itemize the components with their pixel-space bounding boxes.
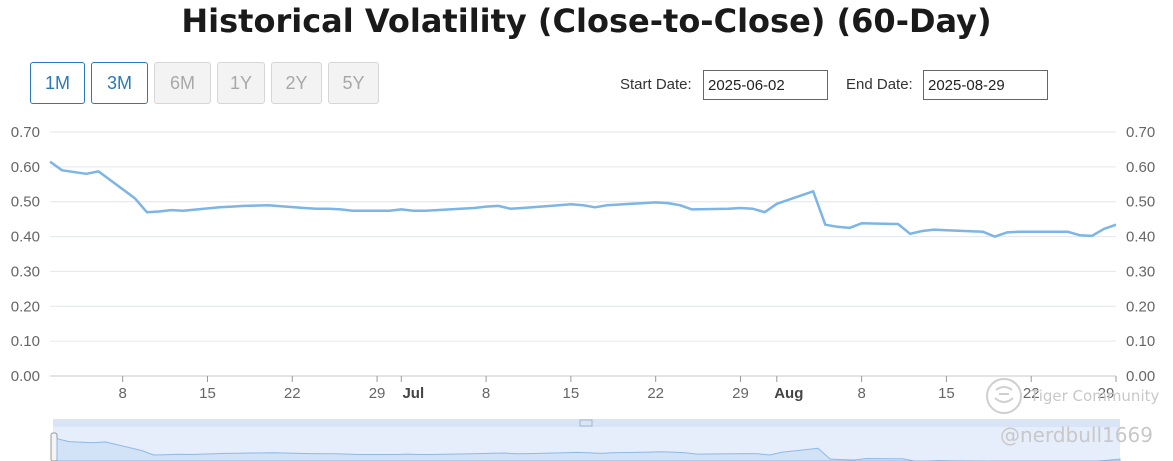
y-axis-right: 0.00 0.10 0.20 0.30 0.40 0.50 0.60 0.70 (1126, 124, 1155, 385)
x-tick-label: 15 (563, 385, 580, 402)
y-tick-label-right: 0.00 (1126, 368, 1155, 385)
watermark-handle: @nerdbull1669 (1000, 423, 1153, 447)
tiger-logo-icon (984, 376, 1024, 416)
y-axis-left: 0.00 0.10 0.20 0.30 0.40 0.50 0.60 0.70 (11, 124, 40, 385)
y-tick-label-right: 0.70 (1126, 124, 1155, 141)
x-tick-label: 29 (732, 385, 749, 402)
series-line (49, 160, 1117, 238)
y-tick-label-left: 0.10 (11, 333, 40, 350)
y-tick-label-right: 0.50 (1126, 194, 1155, 211)
x-tick-label: 8 (857, 385, 865, 402)
range-button-2y[interactable]: 2Y (271, 62, 322, 104)
y-tick-label-right: 0.20 (1126, 298, 1155, 315)
y-tick-label-left: 0.50 (11, 194, 40, 211)
x-tick-label: 22 (284, 385, 301, 402)
start-date-input[interactable] (703, 70, 828, 100)
end-date-input[interactable] (923, 70, 1048, 100)
x-axis: 8 15 22 29 Jul 8 15 22 29 Aug 8 15 22 29 (119, 376, 1117, 402)
y-tick-label-left: 0.40 (11, 229, 40, 246)
x-tick-label: 22 (1023, 385, 1040, 402)
x-tick-label: 22 (647, 385, 664, 402)
y-tick-label-left: 0.30 (11, 263, 40, 280)
x-tick-label: 29 (1098, 385, 1115, 402)
series-layer (49, 160, 1117, 238)
y-tick-label-left: 0.70 (11, 124, 40, 141)
y-tick-label-right: 0.40 (1126, 229, 1155, 246)
watermark-brand: Tiger Community (1030, 387, 1160, 405)
chart-title: Historical Volatility (Close-to-Close) (… (181, 2, 992, 40)
x-tick-label: 15 (199, 385, 216, 402)
y-tick-label-left: 0.20 (11, 298, 40, 315)
x-tick-label: 29 (369, 385, 386, 402)
y-tick-label-right: 0.60 (1126, 159, 1155, 176)
y-tick-label-right: 0.10 (1126, 333, 1155, 350)
x-tick-label: 15 (938, 385, 955, 402)
navigator[interactable] (50, 419, 1121, 461)
x-tick-label: 8 (482, 385, 490, 402)
range-button-5y[interactable]: 5Y (328, 62, 379, 104)
x-tick-label: Aug (774, 385, 803, 402)
y-tick-label-left: 0.60 (11, 159, 40, 176)
navigator-mini-series (56, 438, 1121, 461)
range-button-6m[interactable]: 6M (154, 62, 211, 104)
y-tick-label-right: 0.30 (1126, 263, 1155, 280)
y-tick-label-left: 0.00 (11, 368, 40, 385)
range-button-3m[interactable]: 3M (91, 62, 148, 104)
end-date-label: End Date: (846, 76, 913, 93)
navigator-scrollbar-grip-icon[interactable] (579, 419, 593, 427)
navigator-left-handle[interactable] (50, 432, 58, 461)
start-date-label: Start Date: (620, 76, 692, 93)
x-tick-label: 8 (119, 385, 127, 402)
range-button-1m[interactable]: 1M (30, 62, 85, 104)
grid-lines (50, 131, 1116, 377)
range-button-1y[interactable]: 1Y (217, 62, 265, 104)
x-tick-label: Jul (402, 385, 424, 402)
navigator-scrollbar[interactable] (53, 419, 1120, 427)
